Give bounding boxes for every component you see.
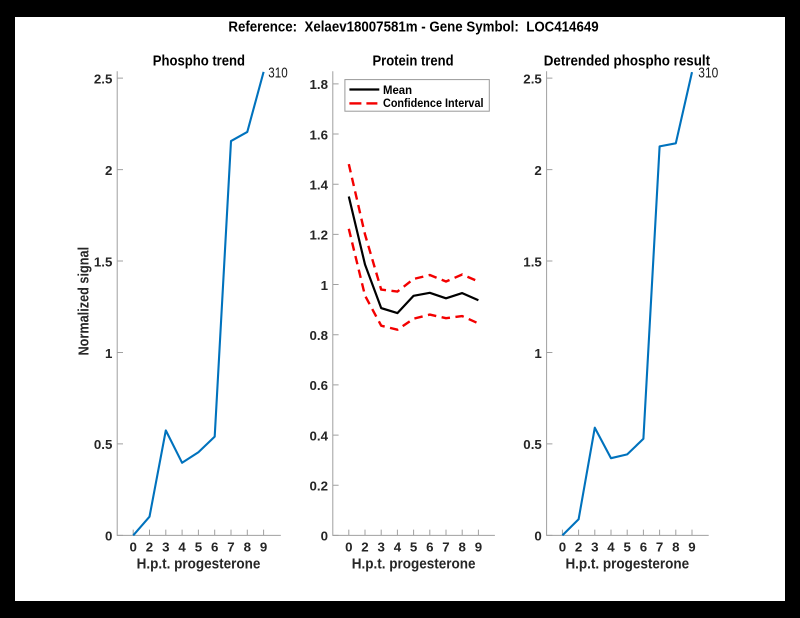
svg-text:2: 2 (534, 163, 541, 178)
svg-text:5: 5 (410, 540, 418, 555)
svg-text:Normalized signal: Normalized signal (76, 247, 93, 356)
svg-text:2.5: 2.5 (523, 71, 542, 86)
svg-text:Reference: Xelaev18007581m -: Reference: Xelaev18007581m - Gene Symbol… (228, 19, 598, 35)
svg-text:0: 0 (534, 529, 541, 544)
svg-text:Protein trend: Protein trend (372, 53, 453, 70)
svg-text:0.8: 0.8 (310, 328, 329, 343)
svg-text:0.6: 0.6 (310, 378, 329, 393)
svg-text:9: 9 (688, 540, 695, 555)
svg-text:Mean: Mean (383, 83, 412, 97)
svg-text:6: 6 (640, 540, 647, 555)
svg-text:Confidence Interval: Confidence Interval (383, 96, 484, 110)
svg-text:4: 4 (394, 540, 402, 555)
svg-text:Phospho trend: Phospho trend (153, 53, 245, 70)
svg-text:5: 5 (195, 540, 203, 555)
svg-text:1: 1 (105, 346, 113, 361)
svg-text:0: 0 (321, 529, 328, 544)
svg-text:6: 6 (211, 540, 218, 555)
svg-text:H.p.t. progesterone: H.p.t. progesterone (565, 556, 689, 573)
svg-text:H.p.t. progesterone: H.p.t. progesterone (352, 556, 476, 573)
svg-text:2.5: 2.5 (94, 71, 113, 86)
svg-text:0.4: 0.4 (310, 428, 329, 443)
svg-text:4: 4 (178, 540, 186, 555)
svg-text:8: 8 (672, 540, 679, 555)
svg-text:1.5: 1.5 (94, 254, 113, 269)
svg-text:2: 2 (146, 540, 153, 555)
svg-text:1: 1 (321, 278, 329, 293)
svg-text:0.5: 0.5 (523, 437, 542, 452)
svg-text:0: 0 (129, 540, 136, 555)
svg-text:2: 2 (361, 540, 368, 555)
svg-text:1.8: 1.8 (310, 77, 329, 92)
svg-text:0.2: 0.2 (310, 479, 329, 494)
svg-text:0: 0 (345, 540, 352, 555)
svg-text:310: 310 (698, 66, 718, 82)
svg-text:7: 7 (227, 540, 234, 555)
svg-text:1.2: 1.2 (310, 228, 329, 243)
svg-text:2: 2 (105, 163, 112, 178)
svg-text:2: 2 (575, 540, 582, 555)
svg-text:8: 8 (458, 540, 465, 555)
svg-text:8: 8 (244, 540, 251, 555)
svg-text:9: 9 (260, 540, 267, 555)
svg-text:1.4: 1.4 (310, 178, 329, 193)
svg-text:3: 3 (162, 540, 169, 555)
svg-text:Detrended phospho result: Detrended phospho result (544, 53, 710, 70)
svg-text:310: 310 (268, 66, 287, 82)
svg-text:6: 6 (426, 540, 433, 555)
svg-text:7: 7 (442, 540, 449, 555)
svg-text:7: 7 (656, 540, 663, 555)
svg-text:9: 9 (475, 540, 482, 555)
svg-text:1: 1 (534, 346, 542, 361)
svg-text:0: 0 (105, 529, 112, 544)
svg-text:1.6: 1.6 (310, 127, 329, 142)
svg-text:3: 3 (377, 540, 384, 555)
svg-text:0: 0 (559, 540, 566, 555)
svg-text:4: 4 (607, 540, 615, 555)
svg-text:5: 5 (623, 540, 631, 555)
svg-text:H.p.t. progesterone: H.p.t. progesterone (137, 556, 261, 573)
svg-text:1.5: 1.5 (523, 254, 542, 269)
svg-text:0.5: 0.5 (94, 437, 113, 452)
svg-text:3: 3 (591, 540, 598, 555)
